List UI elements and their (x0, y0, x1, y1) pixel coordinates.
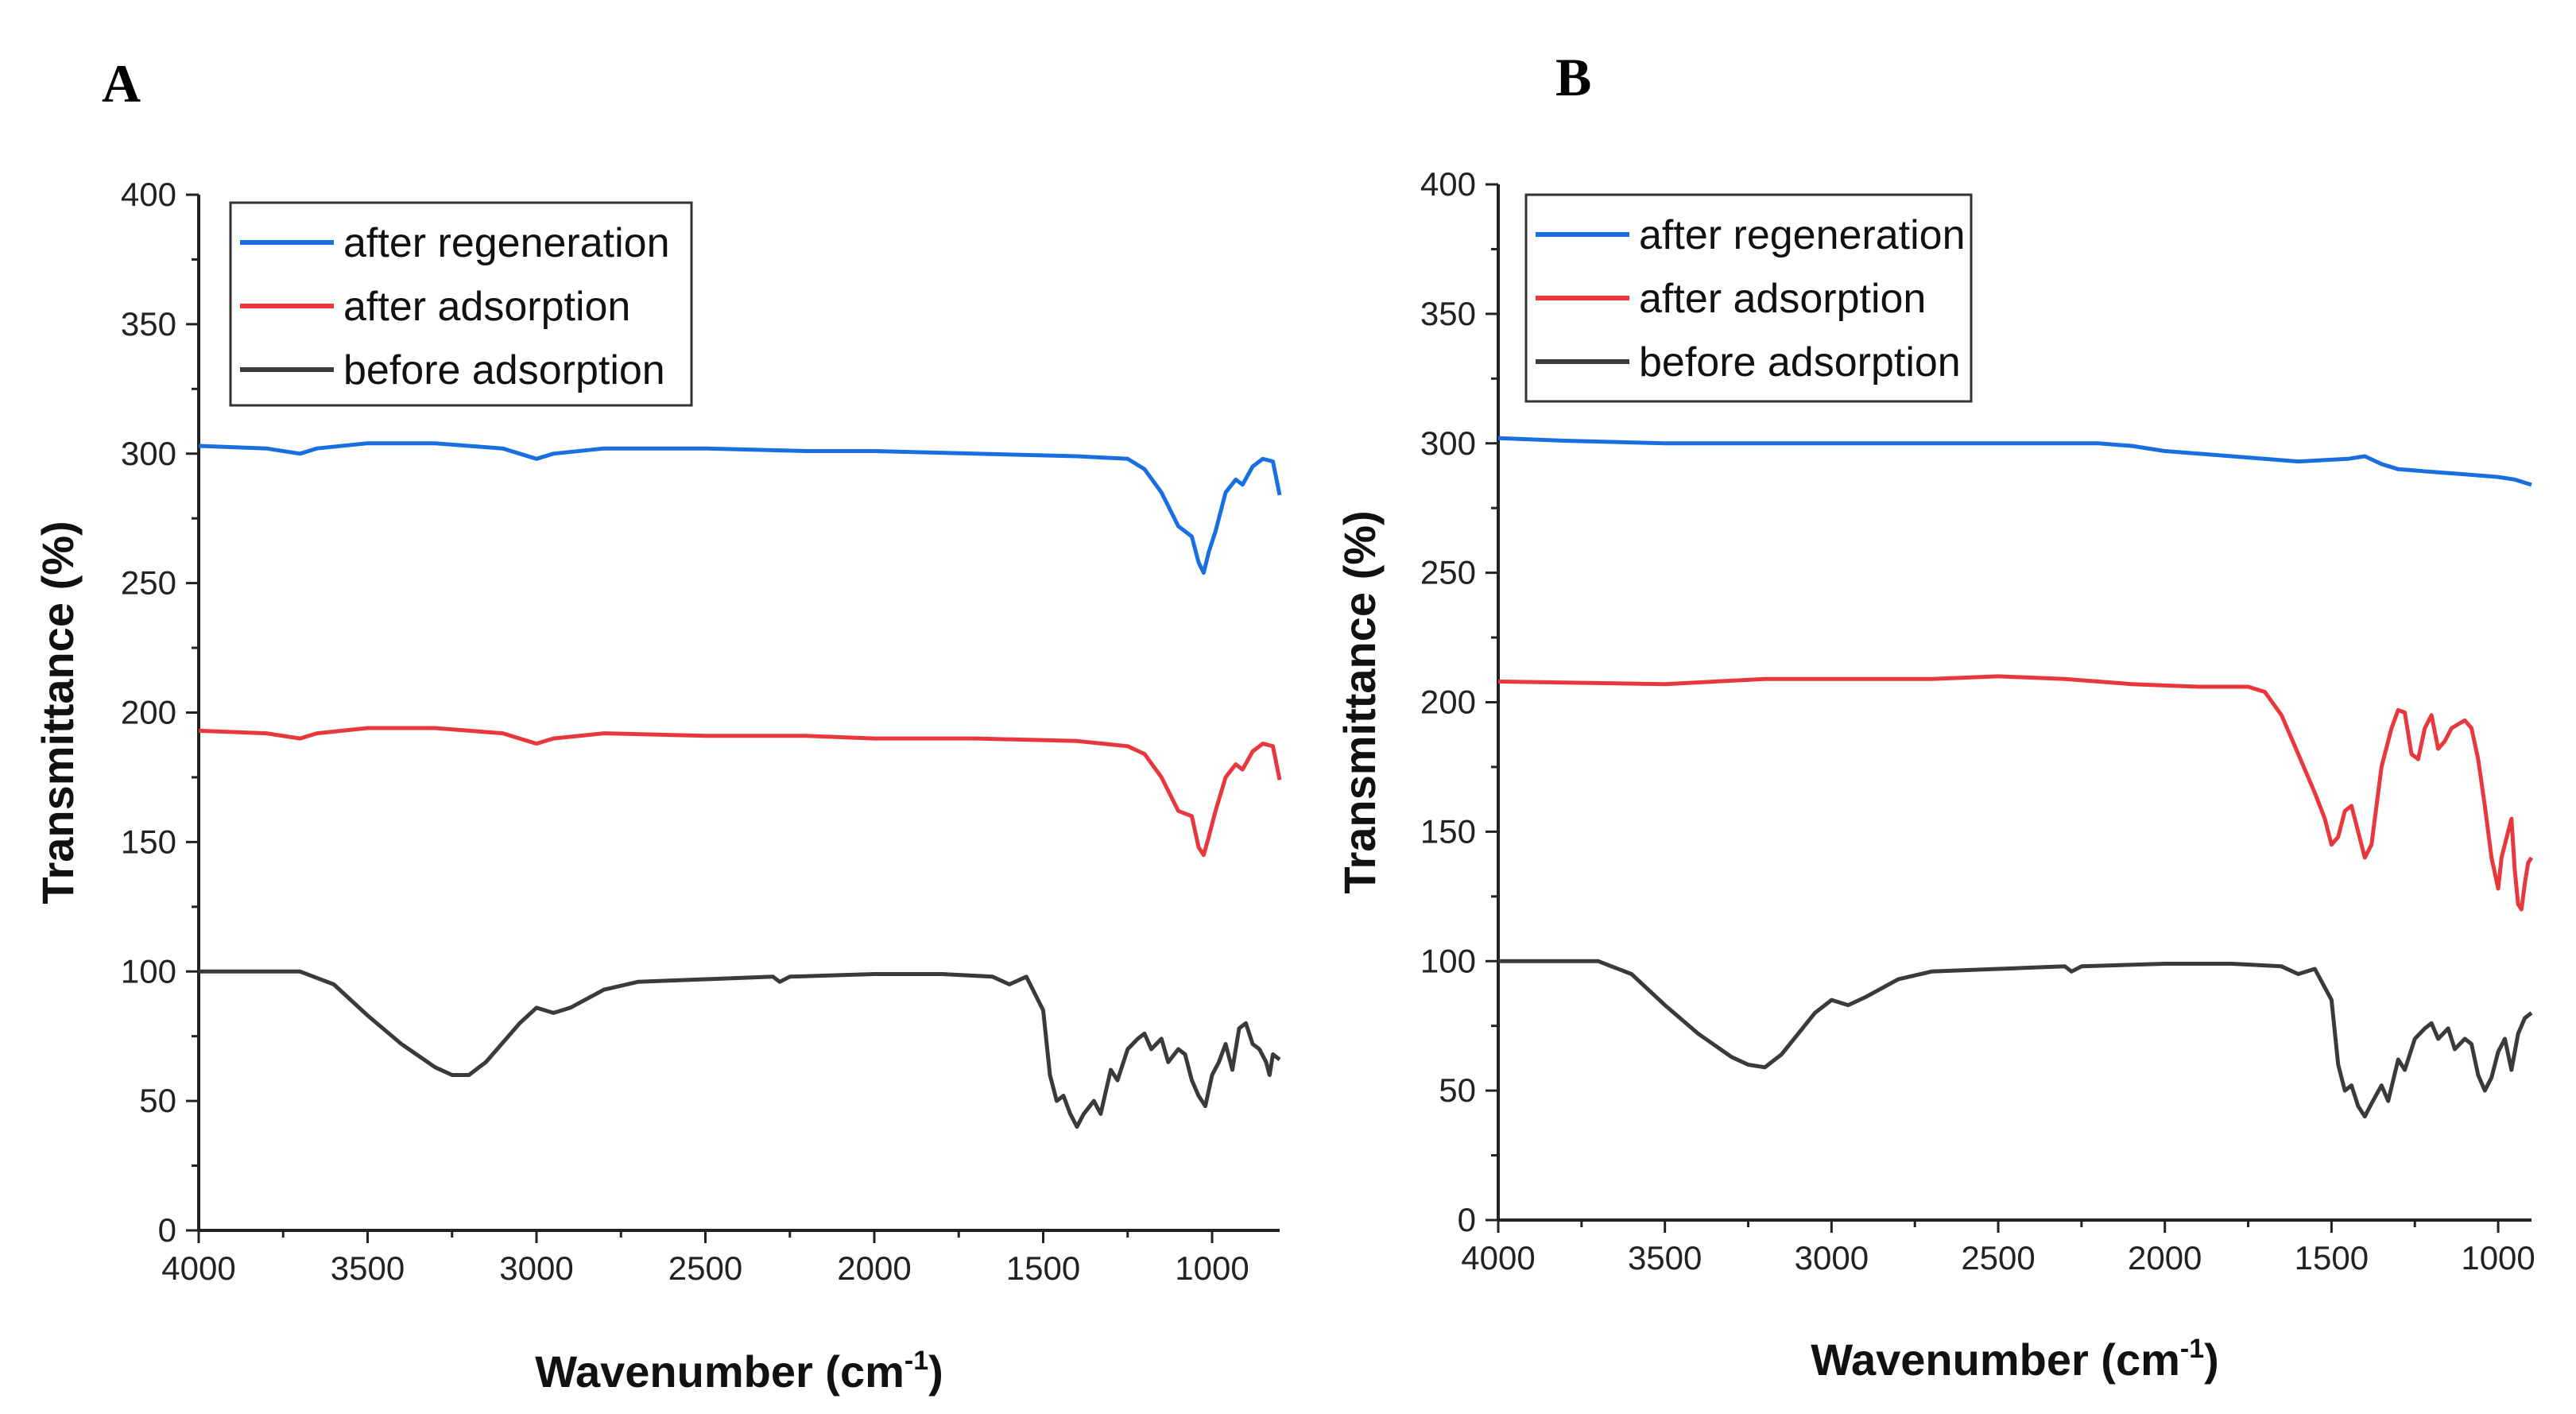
legend-label: after adsorption (343, 284, 630, 330)
legend-label: after adsorption (1639, 276, 1926, 322)
y-tick-label: 50 (1439, 1071, 1476, 1109)
y-tick-label: 250 (1420, 554, 1476, 591)
x-tick-label: 1500 (2295, 1239, 2369, 1276)
y-tick-label: 350 (1420, 295, 1476, 332)
legend: after regeneration after adsorption before… (1524, 193, 1973, 403)
x-axis-title-sup: -1 (2180, 1334, 2204, 1364)
y-tick-label: 350 (121, 305, 176, 343)
x-tick-label: 3500 (1628, 1239, 1702, 1276)
x-tick-label: 3000 (1795, 1239, 1869, 1276)
x-axis-title-text: Wavenumber (cm (535, 1346, 905, 1397)
legend-label: before adsorption (1639, 339, 1961, 385)
y-axis-title: Transmittance (%) (33, 521, 83, 904)
x-tick-label: 3000 (499, 1249, 573, 1287)
x-tick-label: 2000 (2128, 1239, 2202, 1276)
y-tick-label: 150 (121, 823, 176, 860)
series-line-before-adsorption (199, 969, 1281, 1129)
x-tick-label: 2500 (1961, 1239, 2035, 1276)
x-axis-title-text: Wavenumber (cm (1811, 1335, 2180, 1385)
series-line-after-regeneration (1497, 436, 2532, 487)
series-line-after-adsorption (198, 726, 1282, 858)
x-tick-label: 1500 (1006, 1249, 1080, 1287)
y-tick-label: 200 (1420, 684, 1476, 721)
x-axis-title-sup: -1 (905, 1346, 928, 1376)
x-axis-title: Wavenumber (cm-1) (535, 1346, 943, 1397)
series-line-after-adsorption (1497, 674, 2534, 912)
panel-letter-a: A (102, 53, 141, 114)
y-tick-label: 250 (121, 564, 176, 602)
panel-letter-b: B (1555, 47, 1591, 107)
y-tick-label: 0 (1458, 1201, 1476, 1238)
series-line-after-regeneration (198, 441, 1282, 575)
y-axis-title: Transmittance (%) (1334, 510, 1385, 893)
y-tick-label: 0 (158, 1211, 176, 1249)
y-tick-label: 300 (1420, 424, 1476, 462)
y-tick-label: 50 (139, 1082, 176, 1119)
legend: after regeneration after adsorption before… (229, 201, 693, 407)
legend-label: after regeneration (1639, 212, 1966, 258)
y-tick-label: 200 (121, 694, 176, 731)
x-tick-label: 2000 (837, 1249, 911, 1287)
x-tick-label: 1000 (2461, 1239, 2535, 1276)
x-tick-label: 2500 (668, 1249, 742, 1287)
y-tick-label: 100 (121, 952, 176, 990)
x-axis-title-end: ) (2204, 1335, 2219, 1385)
x-tick-label: 3500 (331, 1249, 405, 1287)
legend-label: before adsorption (343, 347, 665, 393)
y-tick-label: 400 (121, 176, 176, 213)
legend-label: after regeneration (343, 220, 670, 266)
x-axis-title-end: ) (928, 1346, 943, 1397)
y-tick-label: 300 (121, 435, 176, 472)
x-axis-title: Wavenumber (cm-1) (1811, 1334, 2219, 1385)
series-line-before-adsorption (1498, 959, 2533, 1119)
chart-panel-a: 0 50 100 150 200 250 300 350 400 4000 3500 3000 2500… (33, 176, 1282, 1397)
chart-panel-b: 0 50 100 150 200 250 300 350 400 4000 3500 3000 2500… (1334, 165, 2535, 1385)
x-tick-label: 4000 (161, 1249, 235, 1287)
x-tick-label: 4000 (1461, 1239, 1535, 1276)
y-tick-label: 400 (1420, 165, 1476, 203)
y-tick-label: 150 (1420, 812, 1476, 850)
y-tick-label: 100 (1420, 942, 1476, 979)
x-tick-label: 1000 (1175, 1249, 1249, 1287)
